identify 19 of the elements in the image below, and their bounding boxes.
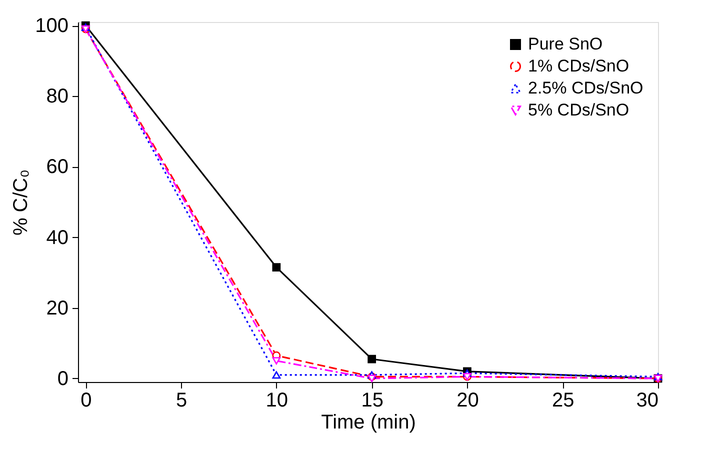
- y-tick-label: 60: [46, 156, 68, 178]
- legend-label: Pure SnO: [528, 34, 603, 54]
- x-tick-label: 15: [361, 390, 384, 412]
- y-tick-label: 0: [57, 368, 68, 390]
- y-axis-title: % C/C₀: [10, 169, 32, 236]
- y-tick-label: 20: [46, 297, 68, 320]
- x-tick-label: 5: [176, 390, 188, 412]
- legend-label: 2.5% CDs/SnO: [528, 78, 644, 98]
- x-tick-label: 30: [636, 390, 658, 412]
- x-axis-title: Time (min): [321, 412, 416, 434]
- y-tick-label: 40: [46, 226, 68, 249]
- legend-label: 1% CDs/SnO: [528, 56, 630, 76]
- x-tick-label: 20: [456, 390, 479, 412]
- x-tick-label: 10: [266, 390, 288, 412]
- y-tick-label: 80: [46, 86, 68, 108]
- x-tick-label: 25: [552, 390, 574, 412]
- legend-label: 5% CDs/SnO: [528, 100, 630, 120]
- y-tick-label: 100: [35, 15, 68, 38]
- x-tick-label: 0: [80, 390, 92, 412]
